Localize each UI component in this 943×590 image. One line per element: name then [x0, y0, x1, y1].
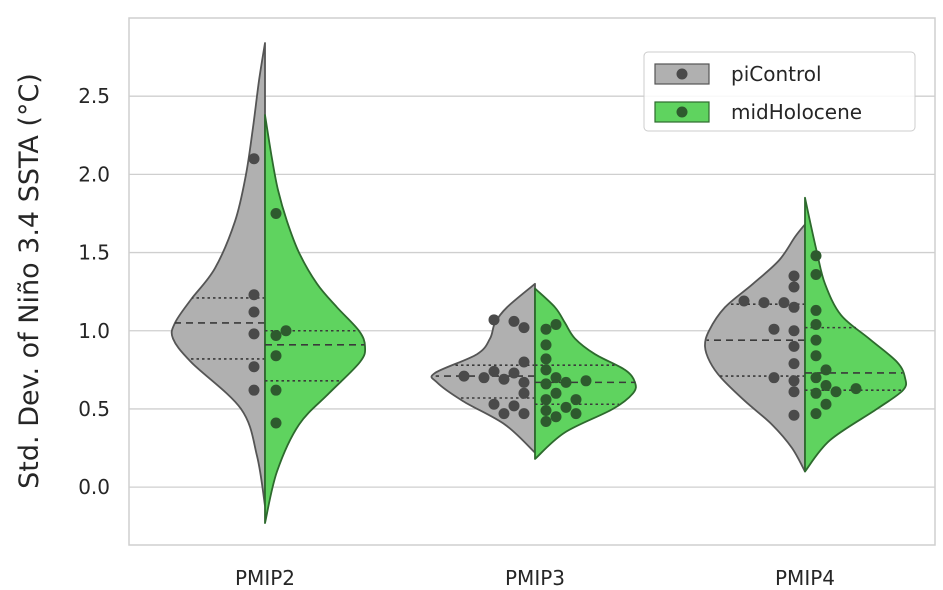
- data-point-picontrol: [768, 372, 780, 384]
- data-point-picontrol: [788, 340, 800, 352]
- data-point-picontrol: [248, 384, 260, 396]
- data-point-picontrol: [788, 270, 800, 282]
- data-point-midholocene: [540, 394, 552, 406]
- y-tick-label: 2.0: [78, 162, 110, 186]
- data-point-midholocene: [810, 334, 822, 346]
- data-point-midholocene: [830, 386, 842, 398]
- legend-label-midholocene: midHolocene: [731, 100, 862, 124]
- data-point-midholocene: [550, 411, 562, 423]
- data-point-picontrol: [248, 153, 260, 165]
- data-point-picontrol: [788, 375, 800, 387]
- data-point-midholocene: [540, 323, 552, 335]
- data-point-midholocene: [810, 304, 822, 316]
- data-point-midholocene: [810, 372, 822, 384]
- data-point-midholocene: [270, 417, 282, 429]
- data-point-midholocene: [820, 364, 832, 376]
- data-point-midholocene: [810, 268, 822, 280]
- x-tick-label: PMIP4: [775, 566, 835, 590]
- data-point-picontrol: [508, 400, 520, 412]
- data-point-picontrol: [248, 289, 260, 301]
- data-point-picontrol: [788, 358, 800, 370]
- data-point-midholocene: [540, 339, 552, 351]
- y-tick-label: 2.5: [78, 84, 110, 108]
- data-point-midholocene: [550, 319, 562, 331]
- violin-picontrol-pmip2: [170, 42, 266, 507]
- data-point-midholocene: [270, 329, 282, 341]
- data-point-picontrol: [498, 408, 510, 420]
- data-point-midholocene: [540, 378, 552, 390]
- data-point-picontrol: [738, 295, 750, 307]
- y-tick-label: 1.0: [78, 319, 110, 343]
- data-point-picontrol: [508, 367, 520, 379]
- data-point-picontrol: [788, 301, 800, 313]
- data-point-midholocene: [270, 350, 282, 362]
- data-point-picontrol: [518, 408, 530, 420]
- y-tick-label: 0.0: [78, 475, 110, 499]
- data-point-midholocene: [810, 387, 822, 399]
- data-point-midholocene: [270, 384, 282, 396]
- data-point-picontrol: [778, 297, 790, 309]
- data-point-picontrol: [488, 365, 500, 377]
- data-point-picontrol: [518, 322, 530, 334]
- y-tick-label: 0.5: [78, 397, 110, 421]
- data-point-picontrol: [768, 323, 780, 335]
- data-point-midholocene: [850, 383, 862, 395]
- legend-marker-midholocene: [676, 106, 688, 118]
- y-axis-title: Std. Dev. of Niño 3.4 SSTA (°C): [14, 73, 45, 489]
- plot-frame: [128, 17, 936, 546]
- data-point-midholocene: [550, 372, 562, 384]
- legend-frame: [643, 51, 916, 132]
- data-point-midholocene: [540, 415, 552, 427]
- data-point-picontrol: [488, 398, 500, 410]
- data-point-picontrol: [478, 372, 490, 384]
- data-point-midholocene: [550, 387, 562, 399]
- legend: piControl midHolocene: [643, 51, 916, 132]
- data-point-picontrol: [508, 315, 520, 327]
- data-point-midholocene: [570, 394, 582, 406]
- data-point-midholocene: [810, 319, 822, 331]
- data-point-picontrol: [248, 361, 260, 373]
- x-tick-label: PMIP3: [505, 566, 565, 590]
- x-ticks: PMIP2 PMIP3 PMIP4: [235, 566, 835, 590]
- y-tick-label: 1.5: [78, 241, 110, 265]
- data-point-picontrol: [518, 356, 530, 368]
- data-point-picontrol: [518, 376, 530, 388]
- data-point-picontrol: [458, 370, 470, 382]
- data-point-midholocene: [280, 325, 292, 337]
- data-point-picontrol: [788, 325, 800, 337]
- data-point-midholocene: [810, 350, 822, 362]
- data-point-midholocene: [560, 376, 572, 388]
- violin-midholocene-pmip2: [264, 114, 367, 524]
- violins: [170, 42, 908, 524]
- violin-picontrol-pmip4: [704, 223, 806, 473]
- data-point-picontrol: [498, 373, 510, 385]
- violin-picontrol-pmip3: [430, 282, 536, 454]
- data-point-picontrol: [248, 328, 260, 340]
- y-ticks: 0.0 0.5 1.0 1.5 2.0 2.5: [78, 84, 110, 499]
- legend-marker-picontrol: [676, 68, 688, 80]
- data-point-picontrol: [248, 306, 260, 318]
- data-point-midholocene: [580, 375, 592, 387]
- data-point-midholocene: [560, 401, 572, 413]
- data-point-midholocene: [810, 408, 822, 420]
- data-point-midholocene: [570, 408, 582, 420]
- data-point-picontrol: [758, 297, 770, 309]
- data-point-midholocene: [270, 207, 282, 219]
- x-tick-label: PMIP2: [235, 566, 295, 590]
- data-point-midholocene: [820, 398, 832, 410]
- legend-label-picontrol: piControl: [731, 62, 822, 86]
- data-point-picontrol: [788, 386, 800, 398]
- data-point-picontrol: [518, 387, 530, 399]
- data-points: [248, 153, 862, 429]
- data-point-midholocene: [820, 379, 832, 391]
- data-point-midholocene: [540, 364, 552, 376]
- data-point-picontrol: [788, 409, 800, 421]
- data-point-midholocene: [540, 405, 552, 417]
- data-point-picontrol: [488, 314, 500, 326]
- data-point-picontrol: [788, 281, 800, 293]
- data-point-midholocene: [540, 353, 552, 365]
- data-point-midholocene: [810, 250, 822, 262]
